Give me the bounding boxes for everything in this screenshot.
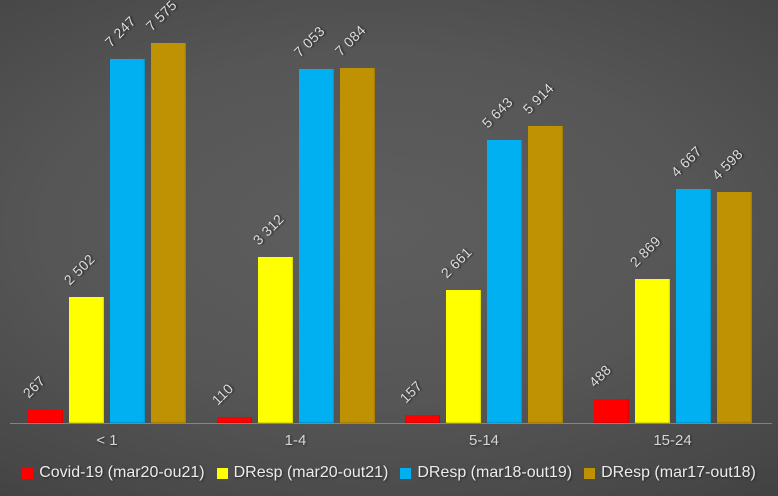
legend-label: Covid-19 (mar20-ou21) [39, 464, 205, 481]
bar-value-label: 4 667 [667, 142, 705, 180]
bar-series2-cat2 [257, 257, 293, 423]
bar-value-label: 4 598 [708, 145, 746, 183]
bar-series2-cat3 [446, 290, 481, 423]
legend-item-series2: DResp (mar20-out21) [216, 464, 389, 482]
x-axis-line [10, 423, 772, 424]
bar-series1-cat1 [28, 410, 63, 423]
legend-item-series3: DResp (mar18-out19) [400, 464, 572, 482]
category-label: 15-24 [653, 432, 692, 449]
bar-value-label: 7 247 [101, 12, 139, 50]
category-label: 5-14 [468, 432, 500, 449]
bar-series1-cat3 [405, 415, 440, 423]
legend-label: DResp (mar17-out18) [601, 464, 756, 481]
bar-series3-cat3 [487, 140, 522, 423]
category-label: < 1 [96, 432, 118, 449]
legend-swatch-icon [216, 467, 228, 479]
bar-series3-cat2 [298, 69, 334, 423]
bar-series3-cat1 [110, 59, 145, 423]
bar-value-label: 5 914 [519, 79, 557, 117]
legend-item-series1: Covid-19 (mar20-ou21) [22, 464, 205, 482]
legend-swatch-icon [400, 467, 412, 479]
bar-series1-cat2 [216, 417, 252, 423]
bar-value-label: 267 [19, 372, 49, 401]
category-label: 1-4 [284, 432, 307, 449]
bar-value-label: 7 575 [142, 0, 180, 34]
legend: Covid-19 (mar20-ou21) DResp (mar20-out21)… [0, 464, 778, 482]
bar-series2-cat4 [634, 279, 670, 423]
bar-series3-cat4 [675, 189, 711, 423]
legend-label: DResp (mar20-out21) [233, 464, 389, 481]
legend-swatch-icon [22, 467, 34, 479]
bar-value-label: 2 502 [60, 250, 98, 288]
bar-value-label: 2 661 [437, 243, 475, 281]
legend-item-series4: DResp (mar17-out18) [584, 464, 756, 482]
bar-series4-cat1 [151, 43, 186, 423]
plot-area: 267 2 502 7 247 7 575 < 1 110 3 312 7 053 7 084 1… [19, 0, 752, 449]
bar-series1-cat4 [593, 399, 629, 423]
bar-series2-cat1 [69, 297, 104, 423]
bar-value-label: 488 [585, 361, 614, 390]
legend-label: DResp (mar18-out19) [417, 464, 573, 481]
bar-value-label: 110 [208, 380, 236, 408]
bar-value-label: 5 643 [478, 93, 516, 131]
bar-series4-cat4 [716, 192, 752, 423]
legend-swatch-icon [584, 467, 596, 479]
bar-series4-cat3 [528, 126, 563, 423]
bar-value-label: 3 312 [249, 210, 287, 248]
bar-value-label: 7 084 [331, 21, 369, 59]
bar-value-label: 2 869 [626, 232, 664, 270]
bar-value-label: 7 053 [290, 22, 328, 60]
bar-series4-cat2 [339, 68, 375, 423]
bar-value-label: 157 [396, 377, 426, 406]
